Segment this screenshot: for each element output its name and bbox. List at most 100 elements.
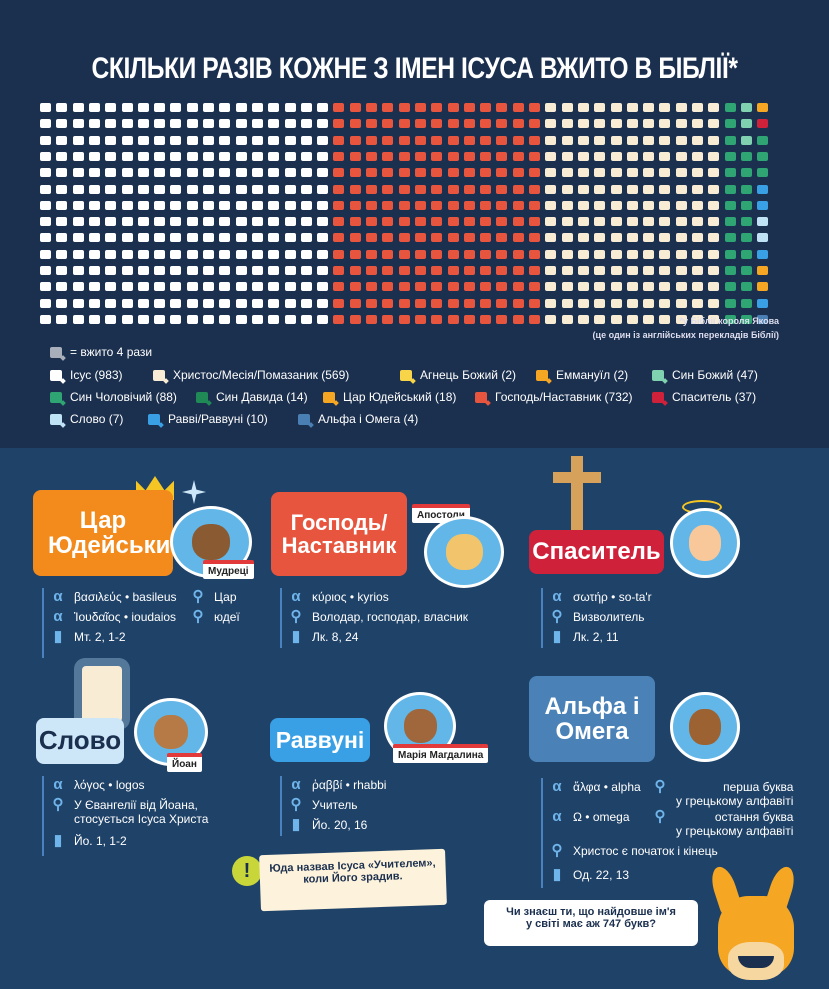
grid-cell [268, 168, 280, 178]
grid-cell [382, 135, 394, 145]
grid-cell [398, 314, 410, 324]
grid-cell [40, 168, 51, 178]
grid-cell [577, 249, 589, 259]
grid-cell [333, 249, 345, 259]
grid-cell [577, 282, 589, 292]
grid-cell [284, 314, 296, 324]
grid-cell [757, 135, 769, 145]
king-greek1-row: α βασιλεύς • basileus [50, 589, 176, 604]
grid-cell [740, 217, 752, 227]
grid-cell [317, 119, 329, 129]
grid-cell [88, 135, 100, 145]
ref-text: Од. 22, 13 [573, 868, 630, 882]
grid-cell [480, 282, 492, 292]
grid-cell [675, 119, 687, 129]
grid-cell [610, 266, 622, 275]
grid-cell [284, 200, 296, 210]
grid-cell [594, 282, 606, 292]
grid-cell [740, 103, 752, 112]
grid-cell [105, 200, 117, 210]
grid-cell [561, 217, 573, 227]
legend-item-son-of-god: Син Божий (47) [652, 368, 758, 382]
grid-cell [349, 168, 361, 178]
grid-cell [529, 200, 540, 210]
grid-cell [251, 314, 263, 324]
grid-cell [529, 266, 540, 275]
grid-cell [88, 266, 100, 275]
grid-cell [480, 249, 492, 259]
grid-cell [594, 233, 606, 243]
grid-cell [692, 184, 703, 194]
grid-cell [366, 282, 377, 292]
unit-swatch-icon [50, 346, 62, 358]
grid-cell [235, 103, 247, 112]
legend-item-jesus: Ісус (983) [50, 368, 123, 382]
grid-cell [72, 298, 84, 308]
grid-cell [186, 314, 198, 324]
grid-cell [431, 282, 443, 292]
grid-cell [659, 217, 671, 227]
grid-cell [333, 135, 345, 145]
grid-cell [757, 266, 769, 275]
grid-cell [692, 135, 703, 145]
grid-cell [349, 266, 361, 275]
grid-cell [382, 103, 394, 112]
chart-section: СКІЛЬКИ РАЗІВ КОЖНЕ З ІМЕН ІСУСА ВЖИТО В… [0, 0, 829, 448]
grid-cell [333, 103, 345, 112]
bubble-line2: у світі має аж 747 букв? [526, 918, 656, 930]
grid-cell [398, 200, 410, 210]
bible-icon: ▮ [291, 816, 301, 833]
grid-cell [414, 151, 426, 161]
grid-cell [105, 217, 117, 227]
swatch-icon [475, 391, 487, 403]
divider [541, 588, 543, 648]
grid-cell [659, 184, 671, 194]
grid-cell [121, 282, 133, 292]
grid-cell [496, 233, 508, 243]
grid-cell [529, 233, 540, 243]
grid-cell [268, 249, 280, 259]
grid-cell [545, 217, 557, 227]
grid-cell [268, 135, 280, 145]
grid-cell [431, 314, 443, 324]
greek-text: κύριος • kyrios [312, 590, 389, 604]
alpha-icon: α [291, 776, 301, 793]
grid-cell [300, 103, 312, 112]
footnote-line1: *у Біблії короля Якова [679, 316, 779, 326]
grid-cell [268, 184, 280, 194]
swatch-icon [153, 369, 165, 381]
greek-text: λόγος • logos [74, 778, 145, 792]
search-icon: ⚲ [192, 608, 204, 625]
scroll-icon [82, 666, 122, 722]
grid-cell [317, 282, 329, 292]
grid-cell [268, 151, 280, 161]
grid-cell [594, 200, 606, 210]
greek-text: Ἰουδαῖος • ioudaios [74, 610, 177, 624]
grid-cell [708, 298, 720, 308]
grid-cell [349, 282, 361, 292]
footnote-line2: (це один із англійських перекладів Біблі… [592, 330, 779, 340]
grid-cell [56, 314, 68, 324]
grid-cell [398, 151, 410, 161]
card-king-title: Цар Юдейський [33, 490, 185, 576]
search-icon: ⚲ [551, 608, 563, 625]
grid-cell [186, 168, 198, 178]
grid-cell [480, 184, 492, 194]
grid-cell [333, 184, 345, 194]
grid-cell [724, 119, 736, 129]
face-icon [689, 525, 721, 561]
grid-cell [121, 184, 133, 194]
grid-cell [659, 233, 671, 243]
grid-cell [480, 217, 492, 227]
grid-cell [447, 184, 459, 194]
search-icon: ⚲ [290, 796, 302, 813]
grid-cell [398, 103, 410, 112]
grid-cell [643, 103, 655, 112]
grid-cell [268, 266, 280, 275]
grid-cell [186, 298, 198, 308]
grid-cell [594, 103, 606, 112]
grid-cell [349, 151, 361, 161]
face-icon [445, 533, 483, 571]
grid-cell [643, 119, 655, 129]
grid-cell [382, 200, 394, 210]
